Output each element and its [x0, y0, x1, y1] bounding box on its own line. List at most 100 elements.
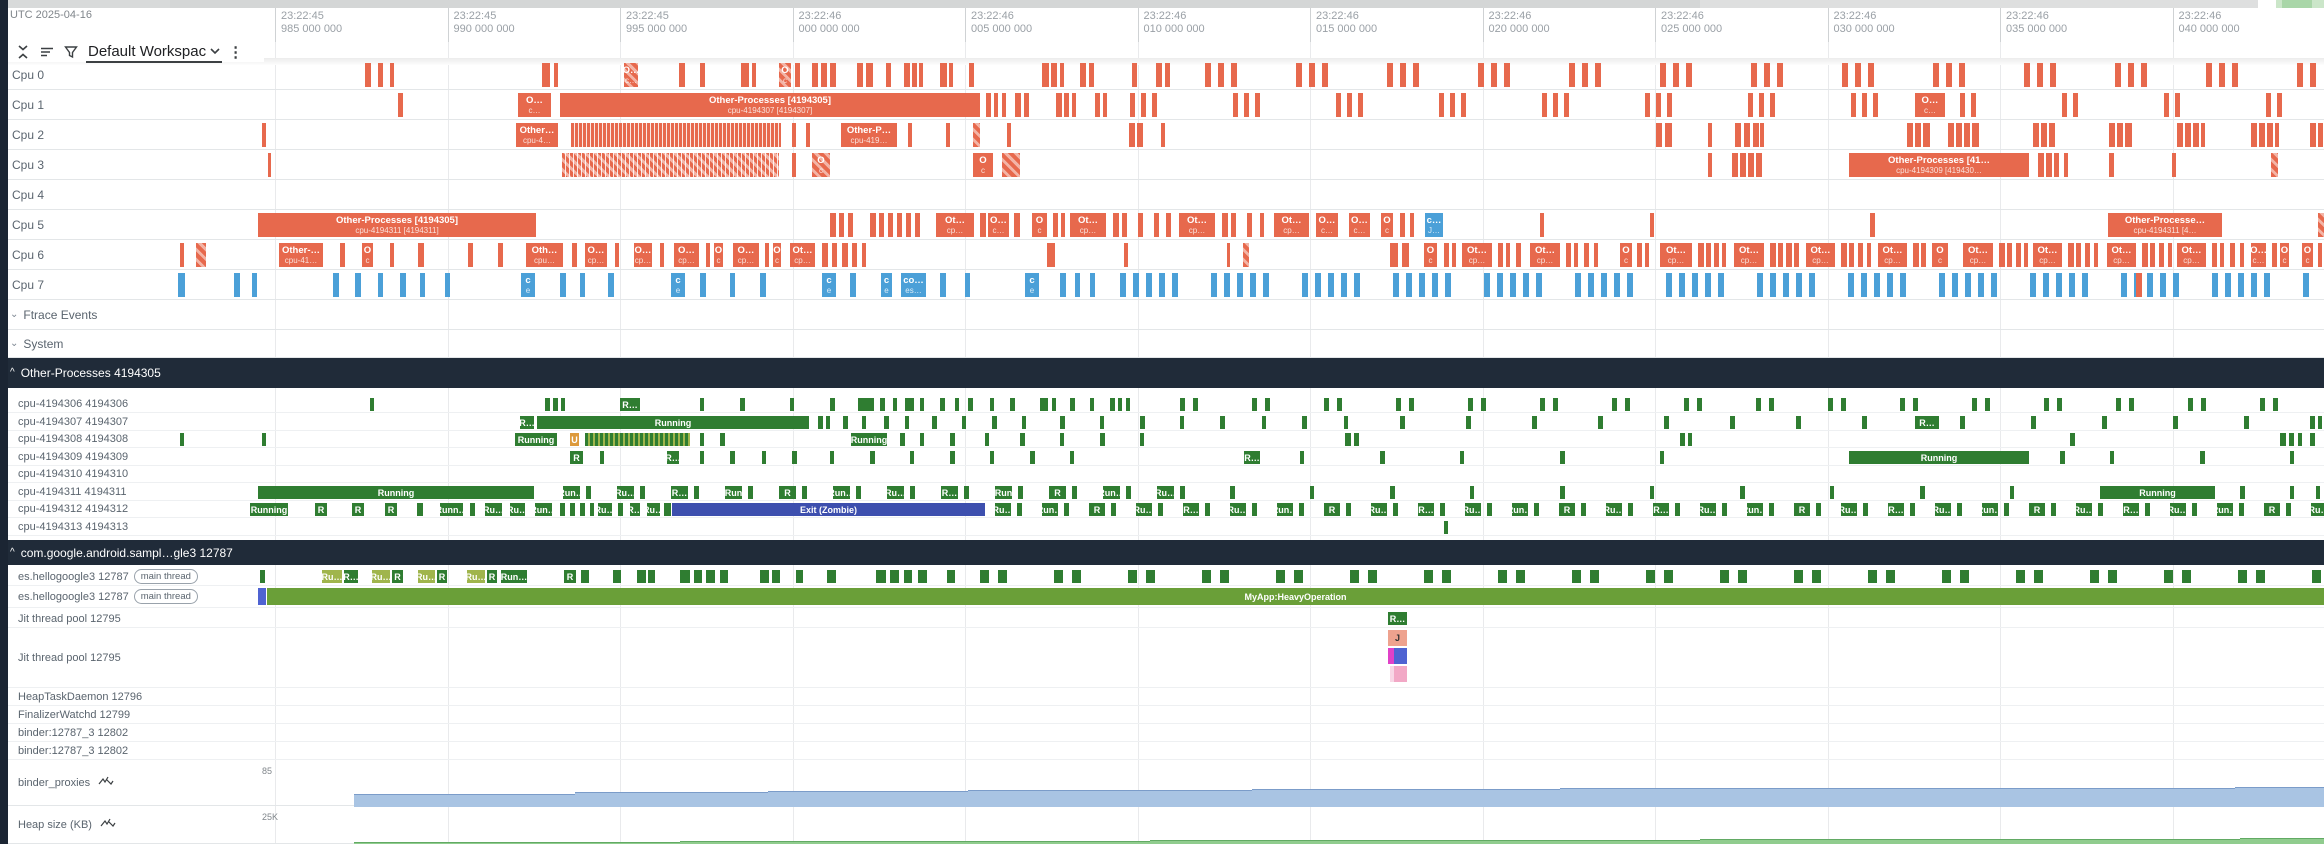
slice[interactable]	[2069, 273, 2075, 297]
slice[interactable]	[1868, 63, 1874, 87]
slice[interactable]	[1205, 503, 1210, 516]
slice[interactable]	[1748, 153, 1754, 177]
track-row-cpu-0[interactable]: Cpu 0 O…c… Oc	[0, 60, 2324, 90]
slice-ru[interactable]: Ru…	[2311, 503, 2324, 516]
slice[interactable]	[1862, 93, 1867, 117]
track-row-cpu-5[interactable]: Cpu 5 Other-Processes [4194305] cpu-419431…	[0, 210, 2324, 240]
slice-running[interactable]: Running	[2100, 486, 2215, 499]
slice[interactable]	[1680, 433, 1685, 446]
slice[interactable]	[822, 243, 828, 267]
slice[interactable]	[1708, 153, 1712, 177]
slice-r[interactable]: R	[1559, 503, 1575, 516]
slice[interactable]	[1601, 273, 1607, 297]
slice[interactable]	[1146, 570, 1155, 583]
slice[interactable]	[2316, 486, 2320, 499]
slice-run[interactable]: Run…	[501, 570, 527, 583]
slice[interactable]	[1159, 273, 1165, 297]
slice-o[interactable]: O… cp…	[634, 243, 652, 267]
slice[interactable]	[990, 451, 994, 464]
slice[interactable]	[1628, 503, 1633, 516]
slice-run[interactable]: Run…	[535, 503, 552, 516]
slice[interactable]	[706, 570, 715, 583]
slice[interactable]	[1393, 503, 1398, 516]
slice-running[interactable]: Running	[515, 433, 557, 446]
slice[interactable]	[1124, 243, 1128, 267]
slice-running[interactable]: Running	[1849, 451, 2029, 464]
slice-co[interactable]: co… es…	[901, 273, 926, 297]
slice[interactable]	[1504, 63, 1510, 87]
slice[interactable]	[1627, 273, 1633, 297]
slice-ru[interactable]: Ru…	[1935, 503, 1951, 516]
slice[interactable]	[1816, 503, 1821, 516]
slice[interactable]	[949, 63, 953, 87]
slice[interactable]	[1923, 123, 1930, 147]
slice[interactable]	[1452, 243, 1456, 267]
slice[interactable]	[1346, 503, 1351, 516]
slice[interactable]	[1243, 243, 1249, 267]
slice-ot[interactable]: Ot… cp…	[790, 243, 815, 267]
slice[interactable]	[640, 486, 645, 499]
track-name-label[interactable]: cpu-4194311 4194311	[18, 484, 126, 500]
slice[interactable]	[919, 63, 923, 87]
slice[interactable]	[2273, 398, 2278, 411]
slice[interactable]	[1946, 63, 1952, 87]
slice[interactable]	[1100, 433, 1105, 446]
counter-area-segment[interactable]	[2235, 786, 2324, 807]
slice[interactable]	[585, 433, 690, 446]
slice[interactable]	[1705, 273, 1711, 297]
slice[interactable]	[1252, 503, 1257, 516]
slice[interactable]	[1064, 93, 1069, 117]
slice[interactable]	[1409, 398, 1414, 411]
slice[interactable]	[1047, 243, 1055, 267]
slice[interactable]	[1017, 503, 1022, 516]
track-name-label[interactable]: Cpu 6	[12, 240, 44, 269]
slice[interactable]	[1656, 123, 1662, 147]
slice[interactable]	[180, 243, 184, 267]
track-row-ftrace-events[interactable]: ⌄ Ftrace Events	[0, 300, 2324, 330]
slice[interactable]	[694, 570, 702, 583]
slice[interactable]	[1516, 570, 1525, 583]
slice[interactable]	[1110, 398, 1115, 411]
slice-o[interactable]: O… cp…	[733, 243, 759, 267]
slice[interactable]	[1224, 273, 1230, 297]
slice[interactable]	[560, 273, 566, 297]
slice[interactable]	[1497, 273, 1503, 297]
slice-ru[interactable]: Ru…	[1371, 503, 1387, 516]
slice[interactable]	[562, 153, 779, 177]
track-name-label[interactable]: Jit thread pool 12795	[18, 628, 121, 687]
slice[interactable]	[830, 451, 834, 464]
slice[interactable]	[378, 273, 383, 297]
slice[interactable]	[390, 243, 394, 267]
slice[interactable]	[2239, 503, 2244, 516]
slice[interactable]	[1744, 123, 1750, 147]
slice[interactable]	[1861, 273, 1867, 297]
slice[interactable]	[468, 243, 473, 267]
slice-o[interactable]: O…c…	[624, 63, 638, 87]
slice[interactable]	[1732, 153, 1738, 177]
slice[interactable]	[858, 398, 874, 411]
slice[interactable]	[1534, 503, 1539, 516]
slice-otherprocesses4194305[interactable]: Other-Processes [4194305] cpu-4194311 [41…	[258, 213, 536, 237]
slice[interactable]	[2277, 93, 2282, 117]
slice[interactable]	[985, 433, 989, 446]
slice-ot[interactable]: Ot… cp…	[1070, 213, 1106, 237]
slice[interactable]	[2310, 433, 2315, 446]
slice[interactable]	[1686, 63, 1692, 87]
slice[interactable]	[2082, 273, 2088, 297]
slice[interactable]	[2145, 503, 2150, 516]
slice[interactable]	[445, 273, 450, 297]
counter-area-segment[interactable]	[768, 790, 968, 807]
slice[interactable]	[262, 433, 266, 446]
trace-overview-minimap[interactable]	[8, 0, 2324, 8]
slice[interactable]	[1664, 570, 1673, 583]
slice[interactable]	[1991, 273, 1997, 297]
slice[interactable]	[1138, 213, 1143, 237]
slice[interactable]	[1985, 398, 1990, 411]
slice[interactable]	[862, 243, 866, 267]
slice[interactable]	[560, 503, 565, 516]
slice[interactable]	[1794, 570, 1803, 583]
slice[interactable]	[2206, 63, 2212, 87]
slice[interactable]	[830, 63, 836, 87]
slice[interactable]	[1211, 273, 1217, 297]
